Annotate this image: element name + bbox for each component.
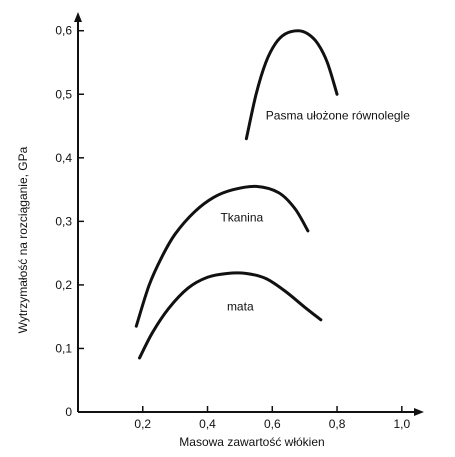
series-group — [134, 29, 339, 360]
y-axis-label: Wytrzymałość na rozciąganie, GPa — [16, 146, 30, 333]
y-ticks: 0 0,1 0,2 0,3 0,4 0,5 0,6 — [55, 24, 84, 419]
y-axis-arrow — [74, 12, 82, 22]
x-ticks: 0,2 0,4 0,6 0,8 1,0 — [134, 406, 410, 431]
annotations: Pasma ułożone równolegle Tkanina mata — [220, 109, 410, 314]
y-tick-label: 0,5 — [55, 87, 72, 101]
series-line-0 — [244, 29, 339, 141]
x-tick-label: 1,0 — [393, 417, 410, 431]
series-annotation-0: Pasma ułożone równolegle — [266, 109, 410, 123]
y-tick-label: 0,2 — [55, 278, 72, 292]
series-annotation-1: Tkanina — [220, 210, 263, 224]
y-tick-label: 0 — [65, 405, 72, 419]
x-axis-label: Masowa zawartość włókien — [179, 435, 324, 449]
x-tick-label: 0,6 — [264, 417, 281, 431]
y-tick-label: 0,3 — [55, 214, 72, 228]
y-tick-label: 0,4 — [55, 151, 72, 165]
y-tick-label: 0,1 — [55, 341, 72, 355]
x-tick-label: 0,4 — [199, 417, 216, 431]
x-axis-arrow — [414, 408, 424, 416]
series-line-2 — [138, 271, 323, 360]
x-tick-label: 0,8 — [329, 417, 346, 431]
axes — [74, 12, 424, 416]
series-annotation-2: mata — [227, 299, 254, 313]
x-tick-label: 0,2 — [134, 417, 151, 431]
series-line-1 — [134, 184, 310, 328]
y-tick-label: 0,6 — [55, 24, 72, 38]
